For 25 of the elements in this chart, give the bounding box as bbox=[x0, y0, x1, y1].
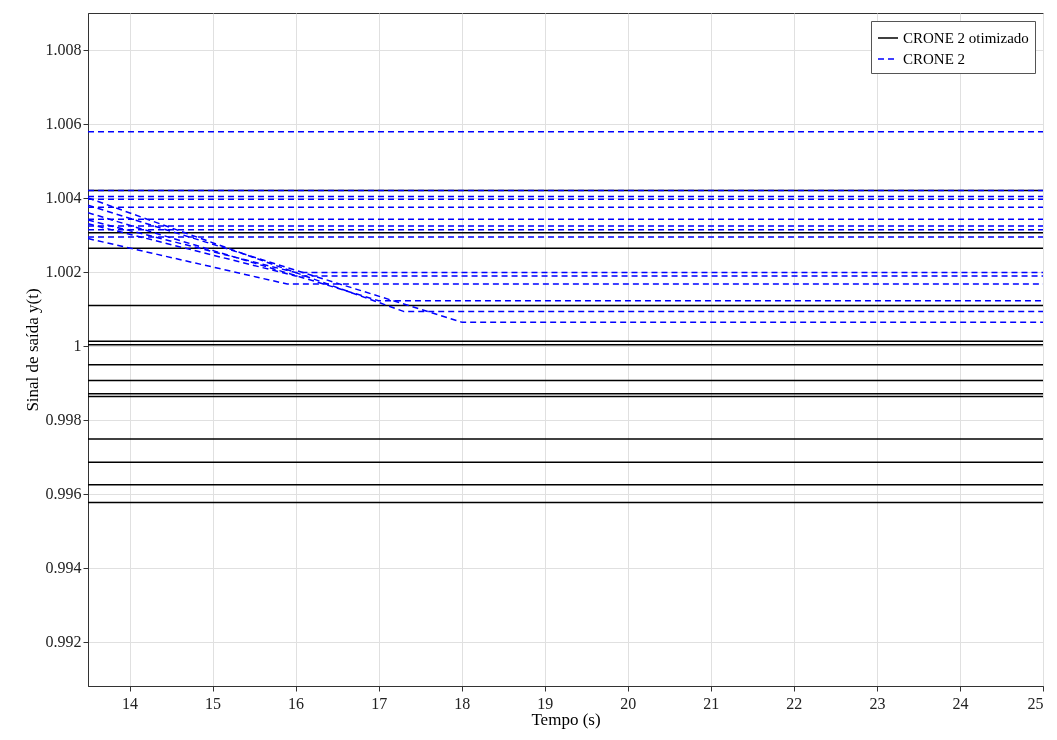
y-axis-title: Sinal de saída y(t) bbox=[22, 288, 42, 412]
y-tick-label: 1.008 bbox=[45, 41, 82, 59]
x-tick-label: 14 bbox=[122, 694, 139, 712]
x-tick-label: 22 bbox=[786, 694, 803, 712]
x-tick-label: 23 bbox=[869, 694, 886, 712]
y-tick-label: 0.994 bbox=[45, 559, 82, 577]
y-tick-label: 0.996 bbox=[45, 485, 82, 503]
y-tick-label: 1 bbox=[73, 337, 82, 355]
x-tick-label: 16 bbox=[288, 694, 305, 712]
y-tick-label: 1.002 bbox=[45, 263, 82, 281]
y-tick-label: 0.992 bbox=[45, 633, 82, 651]
x-tick-label: 25 bbox=[1027, 694, 1044, 712]
y-tick-label: 1.006 bbox=[45, 115, 82, 133]
x-tick-label: 24 bbox=[952, 694, 969, 712]
x-axis-title: Tempo (s) bbox=[531, 709, 601, 729]
x-tick-label: 19 bbox=[537, 694, 554, 712]
legend-label: CRONE 2 bbox=[903, 51, 966, 67]
legend-label: CRONE 2 otimizado bbox=[903, 30, 1029, 46]
x-tick-label: 21 bbox=[703, 694, 720, 712]
x-tick-label: 18 bbox=[454, 694, 471, 712]
x-tick-label: 15 bbox=[205, 694, 222, 712]
x-tick-label: 20 bbox=[620, 694, 637, 712]
y-tick-label: 1.004 bbox=[45, 189, 82, 207]
y-tick-label: 0.998 bbox=[45, 411, 82, 429]
x-tick-label: 17 bbox=[371, 694, 388, 712]
